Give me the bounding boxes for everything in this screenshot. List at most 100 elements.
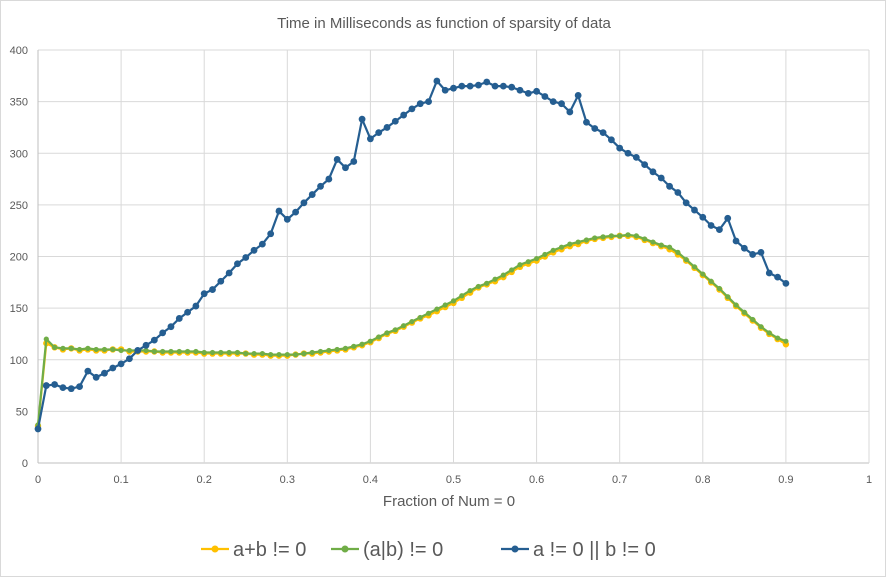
data-point: [43, 336, 49, 342]
data-point: [657, 174, 665, 182]
data-point: [225, 269, 233, 277]
series-line: [36, 233, 787, 425]
data-point: [583, 118, 590, 126]
data-point: [533, 87, 540, 95]
data-point: [509, 267, 515, 273]
data-point: [542, 251, 548, 258]
data-point: [425, 310, 432, 316]
data-point: [459, 293, 465, 299]
data-point: [117, 360, 125, 368]
data-point: [700, 271, 706, 277]
data-point: [401, 323, 407, 329]
data-point: [433, 77, 441, 85]
data-point: [52, 344, 58, 350]
data-point: [750, 316, 756, 323]
data-point: [699, 213, 707, 221]
data-point: [384, 330, 390, 336]
data-point: [658, 242, 664, 248]
data-point: [300, 199, 308, 207]
y-tick-label: 350: [10, 97, 28, 109]
data-point: [334, 346, 340, 353]
legend-label: a != 0 || b != 0: [533, 539, 656, 561]
data-point: [326, 347, 332, 354]
data-point: [383, 124, 391, 131]
data-point: [234, 260, 241, 268]
data-point: [92, 373, 100, 381]
data-point: [641, 161, 649, 169]
data-point: [774, 335, 781, 341]
data-point: [284, 351, 290, 358]
y-tick-label: 50: [16, 406, 28, 418]
data-point: [550, 247, 556, 253]
data-point: [691, 206, 698, 214]
data-point: [617, 233, 623, 239]
data-point: [376, 334, 382, 340]
data-point: [409, 318, 415, 325]
data-point: [416, 100, 424, 108]
data-point: [740, 244, 748, 252]
data-point: [425, 98, 432, 106]
data-point: [101, 346, 108, 353]
data-point: [442, 302, 448, 308]
data-point: [708, 278, 714, 284]
data-point: [475, 81, 482, 89]
data-point: [276, 351, 282, 358]
data-point: [741, 309, 747, 315]
data-point: [765, 269, 773, 277]
data-point: [524, 89, 532, 97]
data-point: [242, 254, 250, 261]
data-point: [209, 286, 216, 293]
legend-label: a+b != 0: [233, 539, 306, 561]
y-tick-label: 250: [10, 200, 28, 212]
data-point: [674, 189, 682, 196]
data-point: [342, 164, 349, 172]
data-point: [774, 273, 781, 281]
x-tick-label: 0: [35, 474, 41, 486]
data-point: [200, 290, 208, 298]
series-line: [36, 234, 787, 426]
data-point: [766, 330, 772, 336]
data-point: [508, 83, 516, 91]
data-point: [126, 347, 133, 354]
data-point: [93, 346, 99, 353]
chart-title: Time in Milliseconds as function of spar…: [277, 15, 611, 32]
data-point: [84, 367, 92, 375]
x-tick-label: 0.7: [612, 474, 627, 486]
data-point: [599, 129, 607, 137]
data-point: [60, 345, 66, 351]
data-point: [259, 350, 265, 357]
data-point: [342, 345, 349, 351]
data-point: [250, 246, 258, 254]
data-point: [234, 349, 241, 356]
data-point: [616, 144, 624, 152]
data-point: [109, 364, 117, 372]
data-point: [475, 283, 482, 290]
data-point: [749, 251, 757, 258]
data-point: [134, 347, 142, 354]
data-point: [359, 341, 365, 347]
data-point: [484, 280, 490, 286]
data-point: [317, 348, 324, 355]
data-point: [450, 298, 457, 304]
data-point: [467, 287, 473, 294]
data-point: [350, 158, 358, 165]
data-point: [441, 86, 449, 94]
data-point: [591, 125, 599, 132]
data-point: [143, 347, 149, 354]
x-tick-label: 1: [866, 474, 872, 486]
y-tick-label: 150: [10, 303, 28, 315]
y-tick-label: 200: [10, 252, 28, 264]
data-point: [301, 350, 307, 357]
data-point: [251, 350, 257, 357]
data-point: [67, 385, 75, 393]
data-point: [217, 277, 225, 285]
data-point: [118, 347, 124, 354]
data-point: [417, 314, 423, 321]
data-point: [491, 82, 499, 90]
data-point: [367, 135, 374, 143]
data-point: [757, 248, 765, 256]
data-point: [42, 382, 50, 389]
data-point: [608, 233, 614, 239]
y-tick-label: 0: [22, 458, 28, 470]
